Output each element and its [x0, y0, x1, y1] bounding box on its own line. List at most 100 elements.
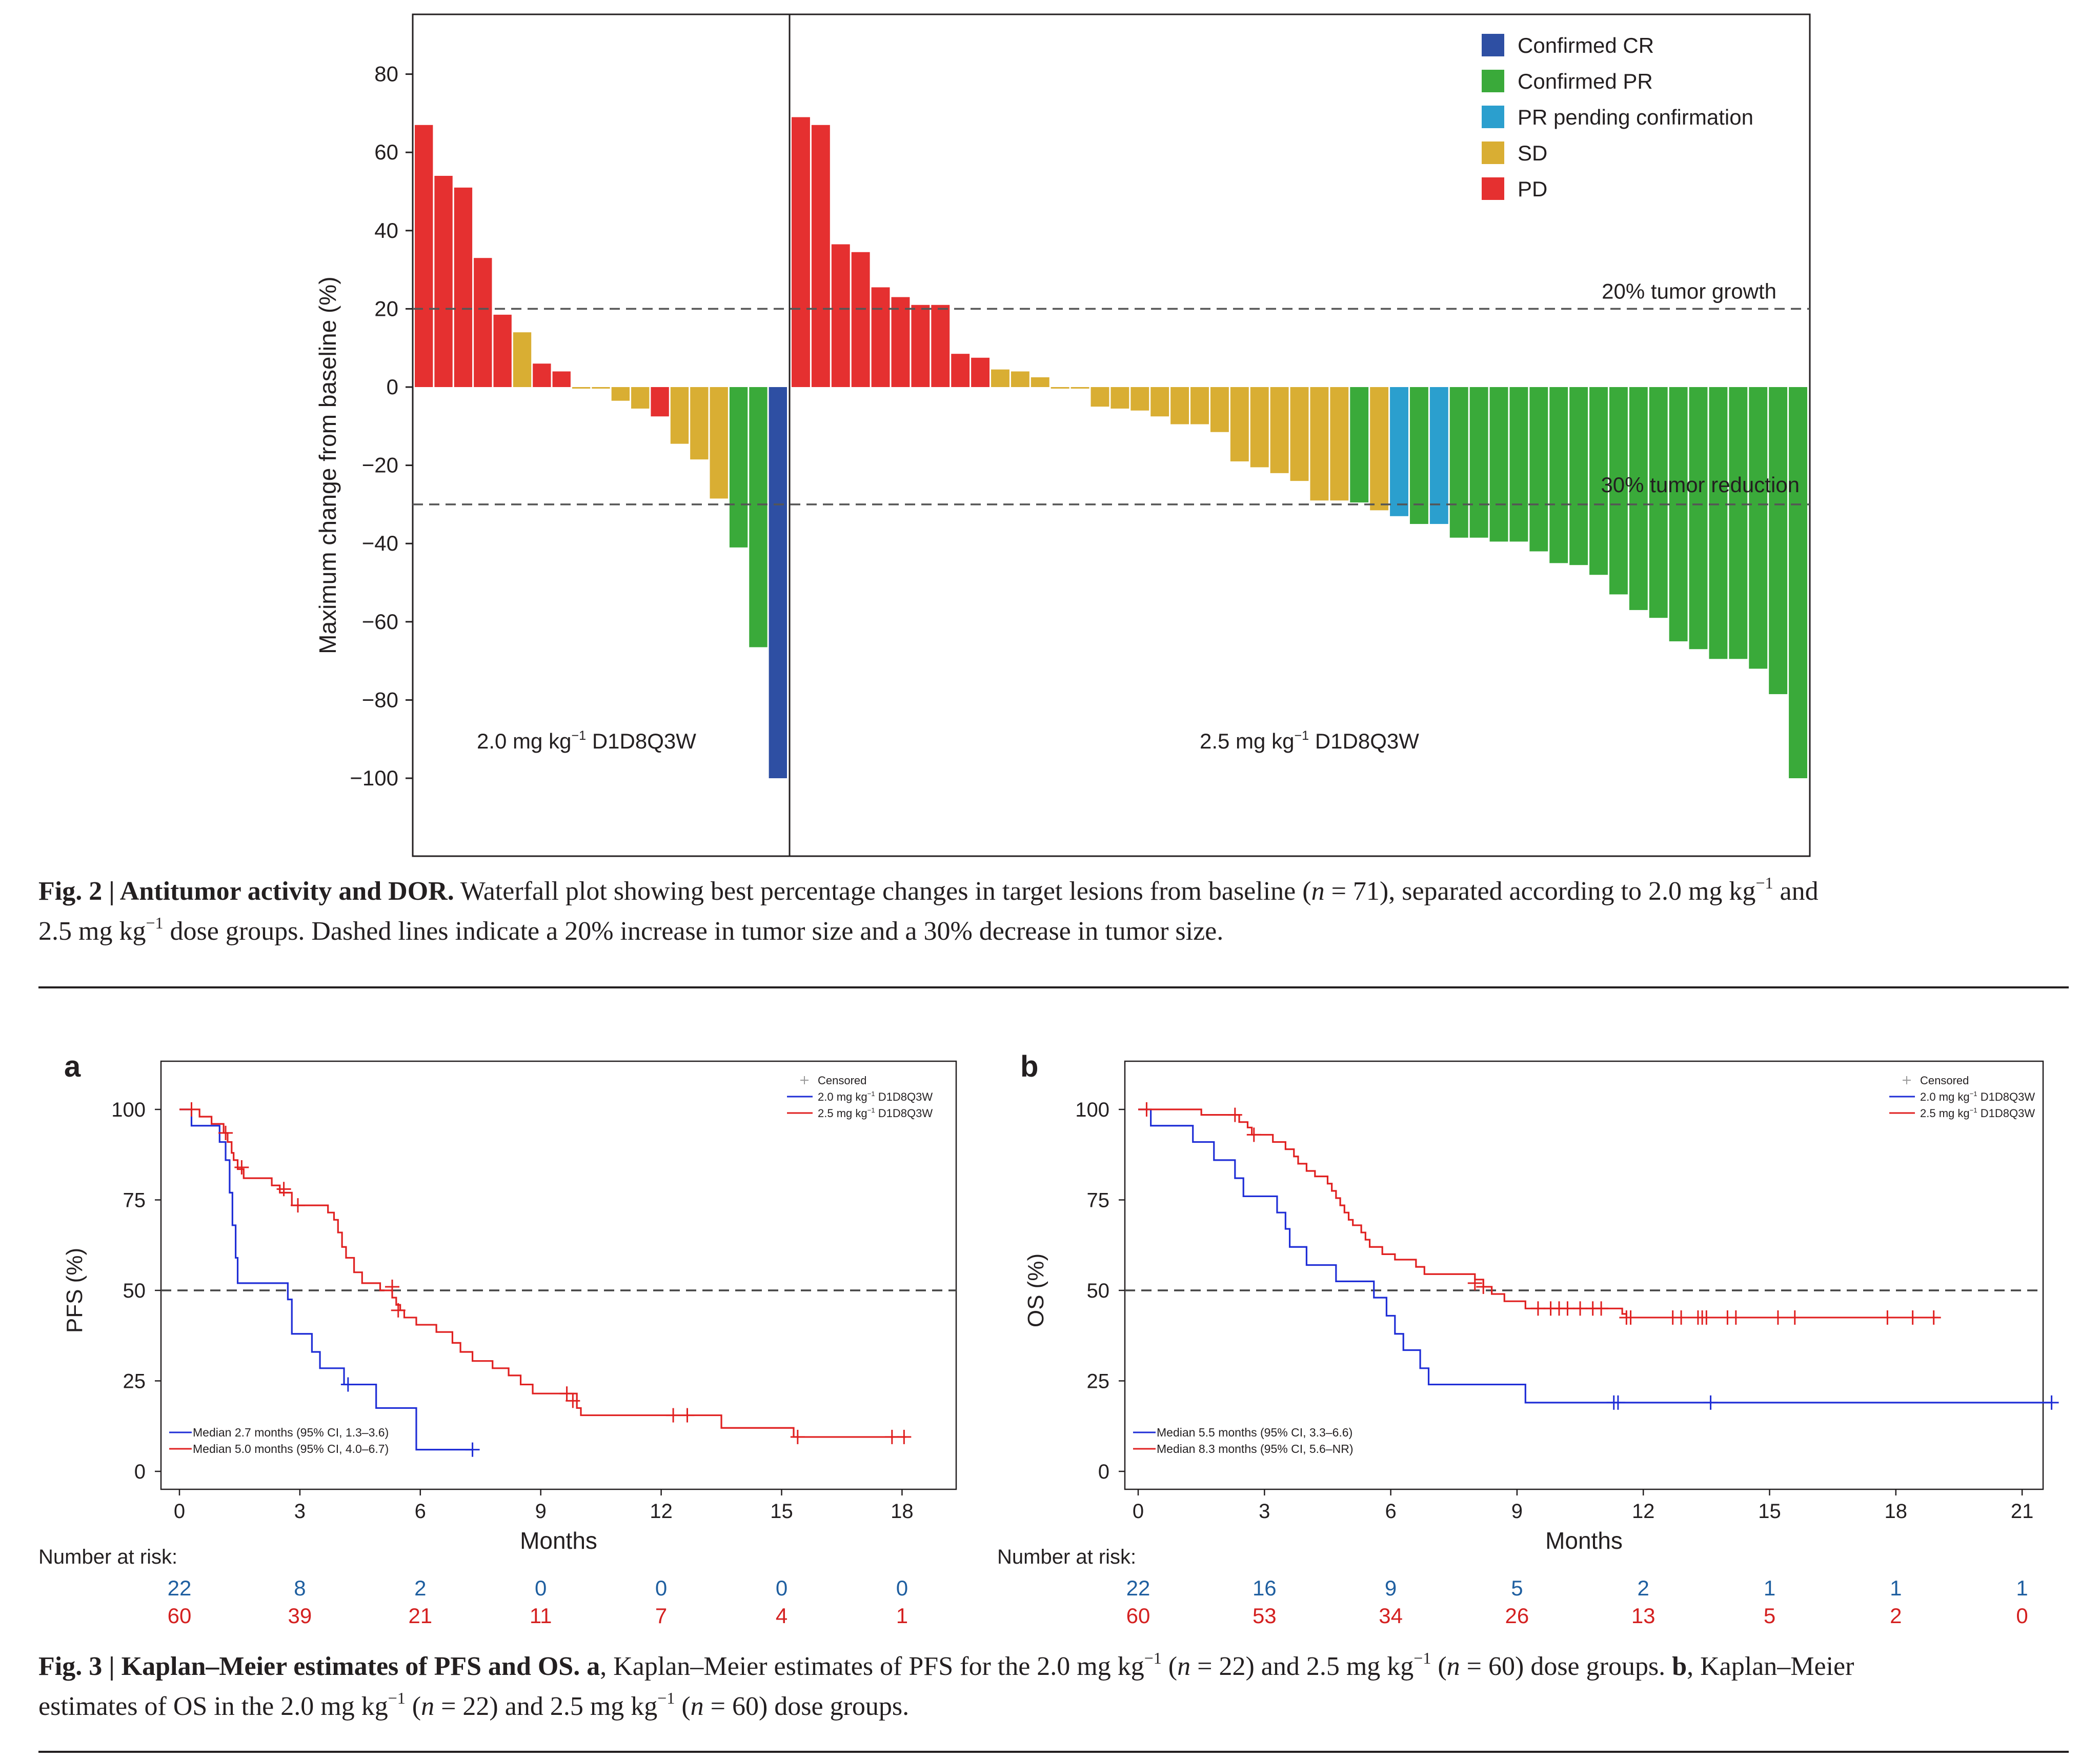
- fig3-caption-text: (: [675, 1692, 691, 1721]
- fig3-caption-b: b: [1672, 1652, 1687, 1681]
- panel-letter: a: [64, 1050, 81, 1083]
- legend-label: Censored: [1920, 1074, 1969, 1087]
- bar: [1689, 387, 1708, 650]
- bar: [1031, 377, 1049, 387]
- bar: [1210, 387, 1229, 432]
- waterfall-chart: 80 60 40 20 0 −20 −40 −60 −80 −100 Maximum change …: [314, 13, 1811, 857]
- bar: [1649, 387, 1668, 618]
- fig2-caption: Fig. 2 | Antitumor activity and DOR. Wat…: [38, 872, 2069, 952]
- risk-value-high: 5: [1764, 1604, 1775, 1628]
- bar: [891, 297, 910, 387]
- bar: [1429, 387, 1448, 524]
- group-label-high: 2.5 mg kg−1 D1D8Q3W: [1200, 729, 1419, 753]
- group-label-low: 2.0 mg kg−1 D1D8Q3W: [477, 729, 696, 753]
- y-tick-label: −100: [350, 766, 398, 790]
- risk-value-low: 1: [1764, 1576, 1775, 1600]
- x-tick-label: 3: [294, 1500, 306, 1523]
- bar: [1789, 387, 1807, 778]
- fig2-caption-text: dose groups. Dashed lines indicate a 20%…: [163, 917, 1224, 946]
- divider: [38, 1751, 2069, 1753]
- x-tick-label: 0: [1133, 1500, 1144, 1523]
- y-tick-label: 50: [1087, 1280, 1110, 1302]
- fig3-caption-sup: −1: [1144, 1649, 1162, 1667]
- y-tick-label: 40: [374, 218, 398, 242]
- fig3-caption-text: = 60) dose groups.: [703, 1692, 910, 1721]
- plot-frame: [160, 1060, 957, 1490]
- x-axis-label: Months: [1545, 1527, 1623, 1554]
- risk-value-low: 22: [1126, 1576, 1150, 1600]
- km-curve-high-dose: [179, 1108, 906, 1438]
- bar: [1150, 387, 1169, 417]
- risk-value-high: 26: [1505, 1604, 1529, 1628]
- legend-label: 2.0 mg kg−1 D1D8Q3W: [1920, 1090, 2035, 1103]
- y-tick-label: 75: [123, 1189, 146, 1212]
- legend-swatch: [1482, 141, 1504, 164]
- fig2-caption-text: Waterfall plot showing best percentage c…: [454, 877, 1311, 906]
- x-tick-label: 12: [1632, 1500, 1655, 1523]
- bar: [670, 387, 689, 444]
- bar: [811, 125, 830, 388]
- y-tick-label: 0: [1098, 1461, 1109, 1483]
- legend-label: PR pending confirmation: [1518, 105, 1753, 129]
- fig3-caption-text: , Kaplan–Meier estimates of PFS for the …: [600, 1652, 1144, 1681]
- risk-value-low: 2: [1638, 1576, 1649, 1600]
- fig3-caption-text: (: [1161, 1652, 1178, 1681]
- fig3-caption-text: estimates of OS in the 2.0 mg kg: [38, 1692, 388, 1721]
- bar: [1469, 387, 1488, 538]
- legend-label: Confirmed CR: [1518, 33, 1654, 57]
- x-tick-label: 18: [1885, 1500, 1908, 1523]
- fig3-caption-sup: −1: [388, 1689, 406, 1707]
- bar: [931, 305, 950, 387]
- risk-value-low: 2: [414, 1576, 426, 1600]
- fig3-caption-n: n: [1177, 1652, 1191, 1681]
- bar: [749, 387, 768, 648]
- bar: [1489, 387, 1508, 542]
- fig3-caption-sup: −1: [657, 1689, 675, 1707]
- y-tick-label: 80: [374, 62, 398, 86]
- legend-label: 2.0 mg kg−1 D1D8Q3W: [818, 1090, 933, 1103]
- y-tick-label: 100: [111, 1099, 146, 1121]
- bar: [1729, 387, 1748, 659]
- x-tick-label: 6: [415, 1500, 426, 1523]
- bar: [1011, 371, 1029, 387]
- median-annotation: Median 5.5 months (95% CI, 3.3–6.6): [1157, 1426, 1352, 1439]
- bar: [1669, 387, 1688, 641]
- risk-value-low: 0: [896, 1576, 908, 1600]
- fig3-caption-n: n: [690, 1692, 704, 1721]
- fig3-caption: Fig. 3 | Kaplan–Meier estimates of PFS a…: [38, 1647, 2069, 1727]
- risk-value-high: 60: [1126, 1604, 1150, 1628]
- y-tick-label: 0: [134, 1461, 146, 1483]
- bar: [1449, 387, 1468, 538]
- bar: [1629, 387, 1648, 610]
- x-tick-label: 12: [650, 1500, 673, 1523]
- risk-value-low: 22: [168, 1576, 192, 1600]
- bar: [1569, 387, 1588, 565]
- legend-label: 2.5 mg kg−1 D1D8Q3W: [1920, 1106, 2035, 1120]
- risk-value-high: 34: [1379, 1604, 1403, 1628]
- x-tick-label: 21: [2011, 1500, 2034, 1523]
- bar: [533, 363, 551, 387]
- fig3-caption-n: n: [421, 1692, 435, 1721]
- bar: [710, 387, 728, 499]
- bar: [1310, 387, 1329, 501]
- risk-value-low: 16: [1253, 1576, 1277, 1600]
- bar: [631, 387, 650, 409]
- bar: [769, 387, 787, 778]
- legend-label: Censored: [818, 1074, 866, 1087]
- bar: [1609, 387, 1628, 595]
- bar: [1549, 387, 1568, 563]
- bar: [611, 387, 630, 401]
- bar: [991, 369, 1009, 387]
- risk-value-high: 60: [168, 1604, 192, 1628]
- fig3-caption-n: n: [1446, 1652, 1460, 1681]
- risk-table-label: Number at risk:: [38, 1546, 177, 1568]
- fig3-caption-text: (: [1431, 1652, 1447, 1681]
- y-axis-label: PFS (%): [62, 1248, 87, 1333]
- fig3-caption-text: = 22) and 2.5 mg kg: [1190, 1652, 1414, 1681]
- bar: [1390, 387, 1408, 516]
- risk-value-low: 0: [776, 1576, 788, 1600]
- risk-value-low: 1: [1890, 1576, 1902, 1600]
- bar: [454, 187, 473, 387]
- x-tick-label: 15: [770, 1500, 793, 1523]
